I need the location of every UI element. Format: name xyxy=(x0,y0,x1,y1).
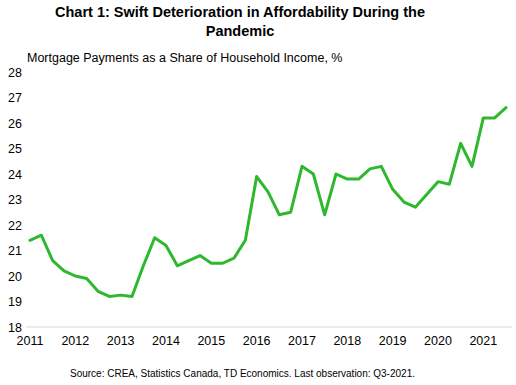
y-tick-label: 21 xyxy=(8,244,22,258)
y-tick xyxy=(24,250,27,251)
series-line xyxy=(30,108,506,297)
x-axis-line xyxy=(26,327,512,328)
y-tick-label: 22 xyxy=(8,219,22,233)
y-tick-label: 20 xyxy=(8,270,22,284)
title: Chart 1: Swift Deterioration in Affordab… xyxy=(20,3,460,41)
x-tick-label: 2014 xyxy=(152,334,180,348)
y-tick xyxy=(24,72,27,73)
y-tick-label: 26 xyxy=(8,117,22,131)
x-tick-label: 2016 xyxy=(243,334,271,348)
y-tick xyxy=(24,174,27,175)
y-tick-label: 27 xyxy=(8,91,22,105)
chart: Mortgage Payments as a Share of Househol… xyxy=(0,0,516,385)
y-tick xyxy=(24,199,27,200)
x-tick-label: 2013 xyxy=(107,334,135,348)
y-tick xyxy=(24,225,27,226)
y-tick-label: 18 xyxy=(8,321,22,335)
y-tick xyxy=(24,97,27,98)
x-tick-label: 2012 xyxy=(61,334,89,348)
plot-area xyxy=(30,108,506,297)
x-tick-label: 2019 xyxy=(379,334,407,348)
y-tick xyxy=(24,276,27,277)
y-tick-label: 19 xyxy=(8,295,22,309)
y-tick xyxy=(24,148,27,149)
y-tick-label: 23 xyxy=(8,193,22,207)
x-tick-label: 2017 xyxy=(288,334,316,348)
y-tick xyxy=(24,123,27,124)
x-tick-label: 2015 xyxy=(197,334,225,348)
page: {"chart_data": {"type": "line", "title":… xyxy=(0,0,516,385)
y-tick-label: 24 xyxy=(8,168,22,182)
x-tick-label: 2018 xyxy=(333,334,361,348)
x-tick-label: 2020 xyxy=(424,334,452,348)
y-tick-label: 28 xyxy=(8,66,22,80)
y-tick-label: 25 xyxy=(8,142,22,156)
x-tick-label: 2021 xyxy=(469,334,497,348)
source: Source: CREA, Statistics Canada, TD Econ… xyxy=(70,368,415,379)
x-tick-label: 2011 xyxy=(17,334,44,348)
subtitle: Mortgage Payments as a Share of Househol… xyxy=(27,51,342,65)
y-tick xyxy=(24,301,27,302)
